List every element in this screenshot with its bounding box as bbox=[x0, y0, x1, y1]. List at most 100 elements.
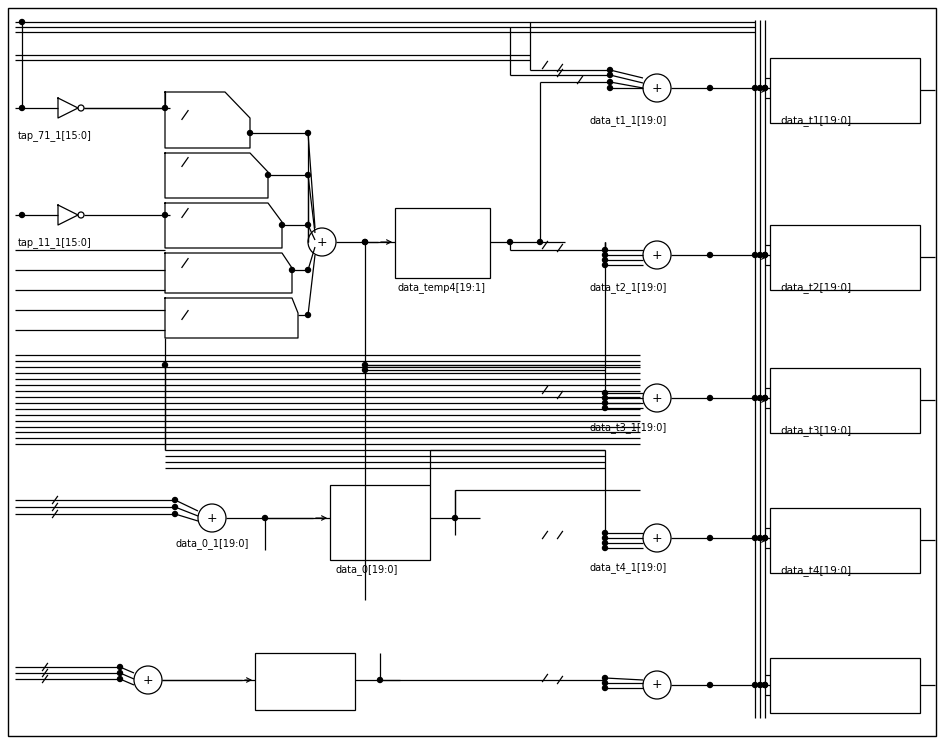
Circle shape bbox=[707, 536, 713, 540]
Circle shape bbox=[134, 666, 162, 694]
Circle shape bbox=[757, 252, 763, 257]
Text: +: + bbox=[316, 236, 328, 248]
Circle shape bbox=[306, 173, 311, 178]
Polygon shape bbox=[58, 205, 78, 225]
Circle shape bbox=[602, 396, 608, 400]
Bar bbox=[770, 368, 920, 433]
Circle shape bbox=[763, 536, 767, 540]
Circle shape bbox=[608, 80, 613, 85]
Circle shape bbox=[602, 391, 608, 396]
Circle shape bbox=[763, 86, 767, 91]
Bar bbox=[770, 658, 920, 713]
Circle shape bbox=[757, 682, 763, 687]
Circle shape bbox=[306, 312, 311, 318]
Circle shape bbox=[602, 530, 608, 536]
Text: data_t1_1[19:0]: data_t1_1[19:0] bbox=[590, 115, 667, 126]
Circle shape bbox=[643, 524, 671, 552]
Circle shape bbox=[752, 682, 757, 687]
Circle shape bbox=[20, 213, 25, 217]
Circle shape bbox=[763, 252, 767, 257]
Bar bbox=[395, 208, 490, 278]
Text: data_t2_1[19:0]: data_t2_1[19:0] bbox=[590, 282, 667, 293]
Circle shape bbox=[752, 86, 757, 91]
Text: tap_71_1[15:0]: tap_71_1[15:0] bbox=[18, 130, 92, 141]
Circle shape bbox=[608, 68, 613, 72]
Text: data_t2[19:0]: data_t2[19:0] bbox=[780, 282, 851, 293]
Circle shape bbox=[643, 74, 671, 102]
Circle shape bbox=[117, 670, 123, 676]
Circle shape bbox=[20, 106, 25, 111]
Circle shape bbox=[707, 252, 713, 257]
Text: +: + bbox=[651, 679, 663, 691]
Text: data_t3_1[19:0]: data_t3_1[19:0] bbox=[590, 422, 667, 433]
Circle shape bbox=[508, 240, 513, 245]
Circle shape bbox=[198, 504, 226, 532]
Circle shape bbox=[247, 130, 252, 135]
Circle shape bbox=[763, 536, 767, 540]
Polygon shape bbox=[165, 92, 250, 148]
Circle shape bbox=[78, 105, 84, 111]
Text: data_temp4[19:1]: data_temp4[19:1] bbox=[397, 282, 485, 293]
Circle shape bbox=[362, 362, 367, 368]
Text: +: + bbox=[651, 82, 663, 94]
Text: data_t4[19:0]: data_t4[19:0] bbox=[780, 565, 851, 576]
Circle shape bbox=[707, 396, 713, 400]
Circle shape bbox=[602, 263, 608, 268]
Circle shape bbox=[537, 240, 543, 245]
Circle shape bbox=[602, 405, 608, 411]
Circle shape bbox=[752, 252, 757, 257]
Polygon shape bbox=[165, 253, 292, 293]
Circle shape bbox=[608, 86, 613, 91]
Circle shape bbox=[763, 86, 767, 91]
Circle shape bbox=[117, 664, 123, 670]
Text: data_t1[19:0]: data_t1[19:0] bbox=[780, 115, 851, 126]
Circle shape bbox=[643, 671, 671, 699]
Circle shape bbox=[306, 268, 311, 272]
Text: tap_11_1[15:0]: tap_11_1[15:0] bbox=[18, 237, 92, 248]
Polygon shape bbox=[58, 98, 78, 118]
Circle shape bbox=[707, 86, 713, 91]
Circle shape bbox=[362, 240, 367, 245]
Text: +: + bbox=[651, 248, 663, 261]
Bar bbox=[330, 485, 430, 560]
Circle shape bbox=[757, 86, 763, 91]
Polygon shape bbox=[165, 153, 268, 198]
Text: +: + bbox=[207, 512, 217, 525]
Circle shape bbox=[279, 222, 284, 228]
Text: data_0[19:0]: data_0[19:0] bbox=[335, 564, 397, 575]
Text: data_t4_1[19:0]: data_t4_1[19:0] bbox=[590, 562, 667, 573]
Circle shape bbox=[602, 676, 608, 681]
Circle shape bbox=[602, 540, 608, 545]
Circle shape bbox=[262, 516, 267, 521]
Circle shape bbox=[362, 368, 367, 373]
Circle shape bbox=[602, 400, 608, 405]
Circle shape bbox=[763, 252, 767, 257]
Circle shape bbox=[162, 106, 167, 111]
Circle shape bbox=[20, 19, 25, 25]
Circle shape bbox=[757, 536, 763, 540]
Circle shape bbox=[752, 396, 757, 400]
Circle shape bbox=[173, 498, 177, 502]
Text: data_0_1[19:0]: data_0_1[19:0] bbox=[175, 538, 248, 549]
Bar bbox=[255, 653, 355, 710]
Polygon shape bbox=[165, 203, 282, 248]
Circle shape bbox=[602, 545, 608, 551]
Circle shape bbox=[306, 130, 311, 135]
Circle shape bbox=[707, 682, 713, 687]
Circle shape bbox=[162, 362, 167, 368]
Bar bbox=[770, 58, 920, 123]
Text: +: + bbox=[143, 673, 153, 687]
Circle shape bbox=[752, 536, 757, 540]
Circle shape bbox=[602, 681, 608, 685]
Circle shape bbox=[763, 682, 767, 687]
Text: data_t3[19:0]: data_t3[19:0] bbox=[780, 425, 851, 436]
Circle shape bbox=[602, 252, 608, 257]
Circle shape bbox=[173, 504, 177, 510]
Circle shape bbox=[306, 222, 311, 228]
Bar bbox=[770, 508, 920, 573]
Circle shape bbox=[362, 240, 367, 245]
Circle shape bbox=[608, 72, 613, 77]
Circle shape bbox=[757, 396, 763, 400]
Circle shape bbox=[452, 516, 458, 521]
Bar bbox=[770, 225, 920, 290]
